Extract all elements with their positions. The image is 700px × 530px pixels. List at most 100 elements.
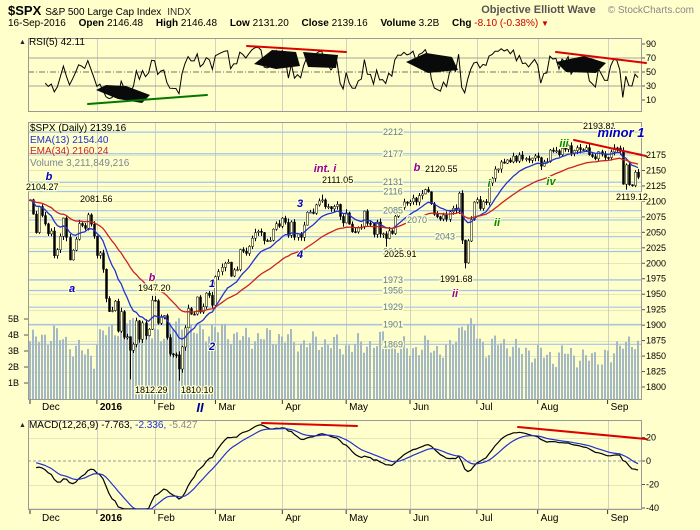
svg-text:1810.10: 1810.10 xyxy=(181,385,214,395)
price-legend-title: $SPX (Daily) 2139.16 xyxy=(30,123,127,134)
svg-text:1: 1 xyxy=(209,278,215,290)
quote-row: 16-Sep-2016 Open 2146.48 High 2146.48 Lo… xyxy=(8,18,549,29)
macd-line xyxy=(36,424,639,510)
index-name: S&P 500 Large Cap Index xyxy=(45,7,162,18)
svg-text:a: a xyxy=(69,283,75,295)
macd-hist-value: -5.427 xyxy=(169,420,198,431)
svg-text:1B: 1B xyxy=(8,378,19,388)
svg-text:1947.20: 1947.20 xyxy=(138,283,171,293)
svg-text:5B: 5B xyxy=(8,314,19,324)
copyright: © StockCharts.com xyxy=(607,5,694,16)
svg-text:ii: ii xyxy=(452,288,459,300)
svg-text:2119.12: 2119.12 xyxy=(616,192,648,202)
svg-text:50: 50 xyxy=(646,67,656,77)
svg-text:Dec: Dec xyxy=(42,402,60,413)
svg-text:2212: 2212 xyxy=(383,127,403,137)
ema34-legend: EMA(34) 2160.24 xyxy=(30,146,109,157)
macd-panel xyxy=(28,424,642,510)
svg-text:2000: 2000 xyxy=(646,258,666,268)
volume-bars xyxy=(29,318,639,399)
svg-text:2111.05: 2111.05 xyxy=(322,175,353,185)
svg-text:b: b xyxy=(46,171,53,183)
ema13-legend: EMA(13) 2154.40 xyxy=(30,134,109,146)
header-right: Objective Elliott Wave © StockCharts.com xyxy=(481,4,694,16)
svg-text:70: 70 xyxy=(646,53,656,63)
svg-text:1991.68: 1991.68 xyxy=(440,274,473,284)
svg-text:90: 90 xyxy=(646,39,656,49)
svg-text:Sep: Sep xyxy=(611,402,629,413)
quote-date: 16-Sep-2016 xyxy=(8,18,66,29)
ema13-line xyxy=(29,150,639,340)
svg-text:1812.29: 1812.29 xyxy=(135,385,168,395)
date-axis: Dec Dec 2016 2016 Feb Feb Mar Mar Apr Apr May May Ju… xyxy=(29,400,629,524)
svg-text:II: II xyxy=(196,400,204,415)
svg-text:2116: 2116 xyxy=(383,187,402,197)
svg-text:2B: 2B xyxy=(8,362,19,372)
svg-text:2025: 2025 xyxy=(646,243,666,253)
rsi-legend-label: RSI(5) xyxy=(28,37,58,48)
svg-text:4: 4 xyxy=(296,249,303,261)
svg-text:2120.55: 2120.55 xyxy=(425,164,458,174)
svg-text:1929: 1929 xyxy=(383,302,403,312)
svg-text:1800: 1800 xyxy=(646,382,666,392)
svg-text:1973: 1973 xyxy=(383,275,403,285)
svg-text:1825: 1825 xyxy=(646,367,666,377)
price-legend: $SPX (Daily) 2139.16 EMA(13) 2154.40 EMA… xyxy=(30,123,129,169)
collapse-arrow-icon: ▲ xyxy=(19,422,26,429)
svg-text:20: 20 xyxy=(646,433,656,443)
quote-volume: Volume 3.2B xyxy=(380,18,440,29)
quote-close: Close 2139.16 xyxy=(301,18,368,29)
rsi-panel xyxy=(28,46,642,103)
svg-text:b: b xyxy=(149,272,156,284)
svg-text:2175: 2175 xyxy=(646,150,666,160)
svg-text:ii: ii xyxy=(494,217,501,229)
svg-text:3B: 3B xyxy=(8,346,19,356)
trendlines xyxy=(87,45,647,440)
exchange: INDX xyxy=(167,7,192,18)
macd-legend-title: MACD(12,26,9) xyxy=(28,420,99,431)
month-gridlines xyxy=(97,38,609,510)
svg-text:2131: 2131 xyxy=(383,177,403,187)
svg-text:2019: 2019 xyxy=(383,247,403,257)
svg-text:Feb: Feb xyxy=(158,402,176,413)
svg-text:2085: 2085 xyxy=(383,206,403,216)
svg-text:1875: 1875 xyxy=(646,336,666,346)
svg-text:Aug: Aug xyxy=(541,513,559,524)
svg-text:4B: 4B xyxy=(8,330,19,340)
svg-text:Aug: Aug xyxy=(541,402,559,413)
svg-text:0: 0 xyxy=(646,456,651,466)
rsi-legend: ▲ RSI(5) 42.11 xyxy=(19,37,85,49)
svg-text:2081.56: 2081.56 xyxy=(80,194,113,204)
down-arrow-icon: ▼ xyxy=(540,19,549,28)
collapse-arrow-icon: ▲ xyxy=(19,39,26,46)
svg-text:iv: iv xyxy=(546,176,556,188)
quote-high: High 2146.48 xyxy=(155,18,218,29)
svg-text:2100: 2100 xyxy=(646,196,666,206)
macd-legend: ▲ MACD(12,26,9) -7.763, -2.336, -5.427 xyxy=(19,420,197,432)
divergence-shade xyxy=(303,52,338,68)
panel-border xyxy=(28,38,642,112)
svg-text:2: 2 xyxy=(208,341,215,353)
annotation-brand: Objective Elliott Wave xyxy=(481,4,596,16)
svg-text:3: 3 xyxy=(297,198,303,210)
svg-text:1850: 1850 xyxy=(646,351,666,361)
rsi-legend-value: 42.11 xyxy=(60,37,85,48)
quote-open: Open 2146.48 xyxy=(78,18,144,29)
svg-text:1956: 1956 xyxy=(383,285,403,295)
svg-text:2070: 2070 xyxy=(407,215,427,225)
svg-text:2125: 2125 xyxy=(646,181,666,191)
svg-text:May: May xyxy=(349,513,368,524)
svg-text:Jun: Jun xyxy=(413,513,429,524)
svg-text:2075: 2075 xyxy=(646,212,666,222)
svg-text:2177: 2177 xyxy=(383,149,403,159)
panel-border xyxy=(28,420,642,510)
svg-text:iii: iii xyxy=(559,138,569,150)
svg-text:1975: 1975 xyxy=(646,274,666,284)
svg-text:2016: 2016 xyxy=(100,402,123,413)
svg-text:May: May xyxy=(349,402,368,413)
svg-text:1925: 1925 xyxy=(646,305,666,315)
ema34-line xyxy=(29,157,639,313)
